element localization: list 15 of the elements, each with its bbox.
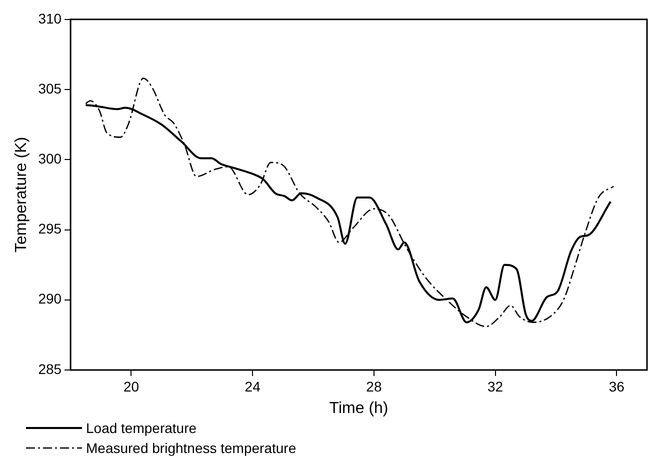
legend-label: Load temperature <box>86 419 197 438</box>
x-tick-label: 24 <box>244 378 261 394</box>
y-tick-label: 305 <box>38 80 62 96</box>
y-tick-label: 310 <box>38 10 62 26</box>
y-tick-label: 285 <box>38 360 62 377</box>
y-tick-label: 300 <box>38 150 62 166</box>
x-axis-title: Time (h) <box>329 400 388 417</box>
y-tick-label: 295 <box>38 220 62 237</box>
y-axis-title: Temperature (K) <box>13 136 30 252</box>
x-tick-label: 20 <box>123 378 140 394</box>
x-tick-label: 28 <box>366 378 382 394</box>
x-tick-label: 36 <box>608 378 625 394</box>
legend-label: Measured brightness temperature <box>86 439 296 458</box>
x-tick-label: 32 <box>488 378 504 394</box>
y-tick-label: 290 <box>38 290 62 307</box>
